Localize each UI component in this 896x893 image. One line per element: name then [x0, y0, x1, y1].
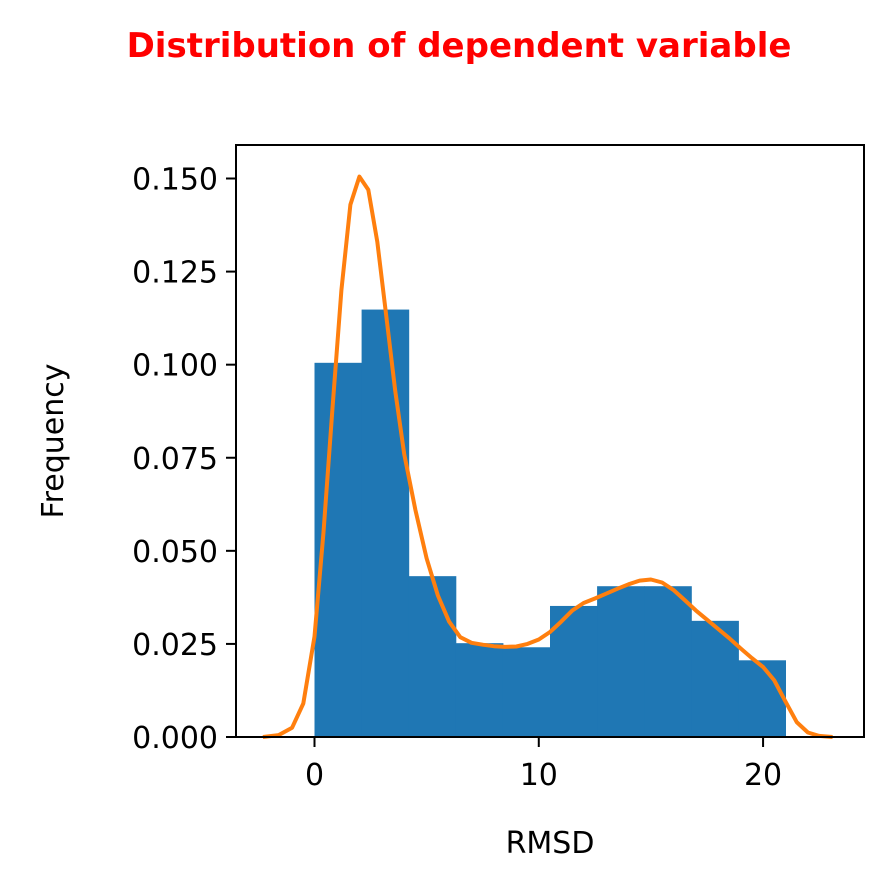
y-tick-label: 0.025	[132, 628, 218, 663]
y-axis: 0.000 0.025 0.050 0.075 0.100 0.125 0.150	[132, 163, 236, 756]
x-axis-label: RMSD	[506, 826, 595, 861]
histogram-bar-2	[408, 576, 457, 737]
histogram-bar-6	[597, 586, 645, 737]
y-tick-label: 0.150	[132, 163, 218, 198]
x-tick-label: 20	[744, 758, 782, 793]
y-tick-label: 0.000	[132, 721, 218, 756]
histogram-bar-5	[550, 605, 598, 737]
x-tick-label: 10	[520, 758, 558, 793]
histogram-bar-9	[738, 660, 786, 737]
histogram-bar-1	[361, 309, 410, 737]
y-tick-label: 0.100	[132, 349, 218, 384]
histogram-bar-7	[644, 586, 692, 737]
y-tick-label: 0.050	[132, 535, 218, 570]
x-tick-label: 0	[305, 758, 324, 793]
y-tick-label: 0.125	[132, 256, 218, 291]
x-axis: 0 10 20	[305, 737, 782, 793]
density-curve	[262, 174, 833, 739]
y-axis-label: Frequency	[36, 364, 71, 519]
histogram-bars	[314, 309, 786, 737]
histogram-bar-3	[455, 643, 504, 737]
chart-title: Distribution of dependent variable	[126, 26, 792, 66]
y-tick-label: 0.075	[132, 442, 218, 477]
plot-frame	[235, 144, 865, 738]
histogram-bar-4	[502, 647, 551, 737]
